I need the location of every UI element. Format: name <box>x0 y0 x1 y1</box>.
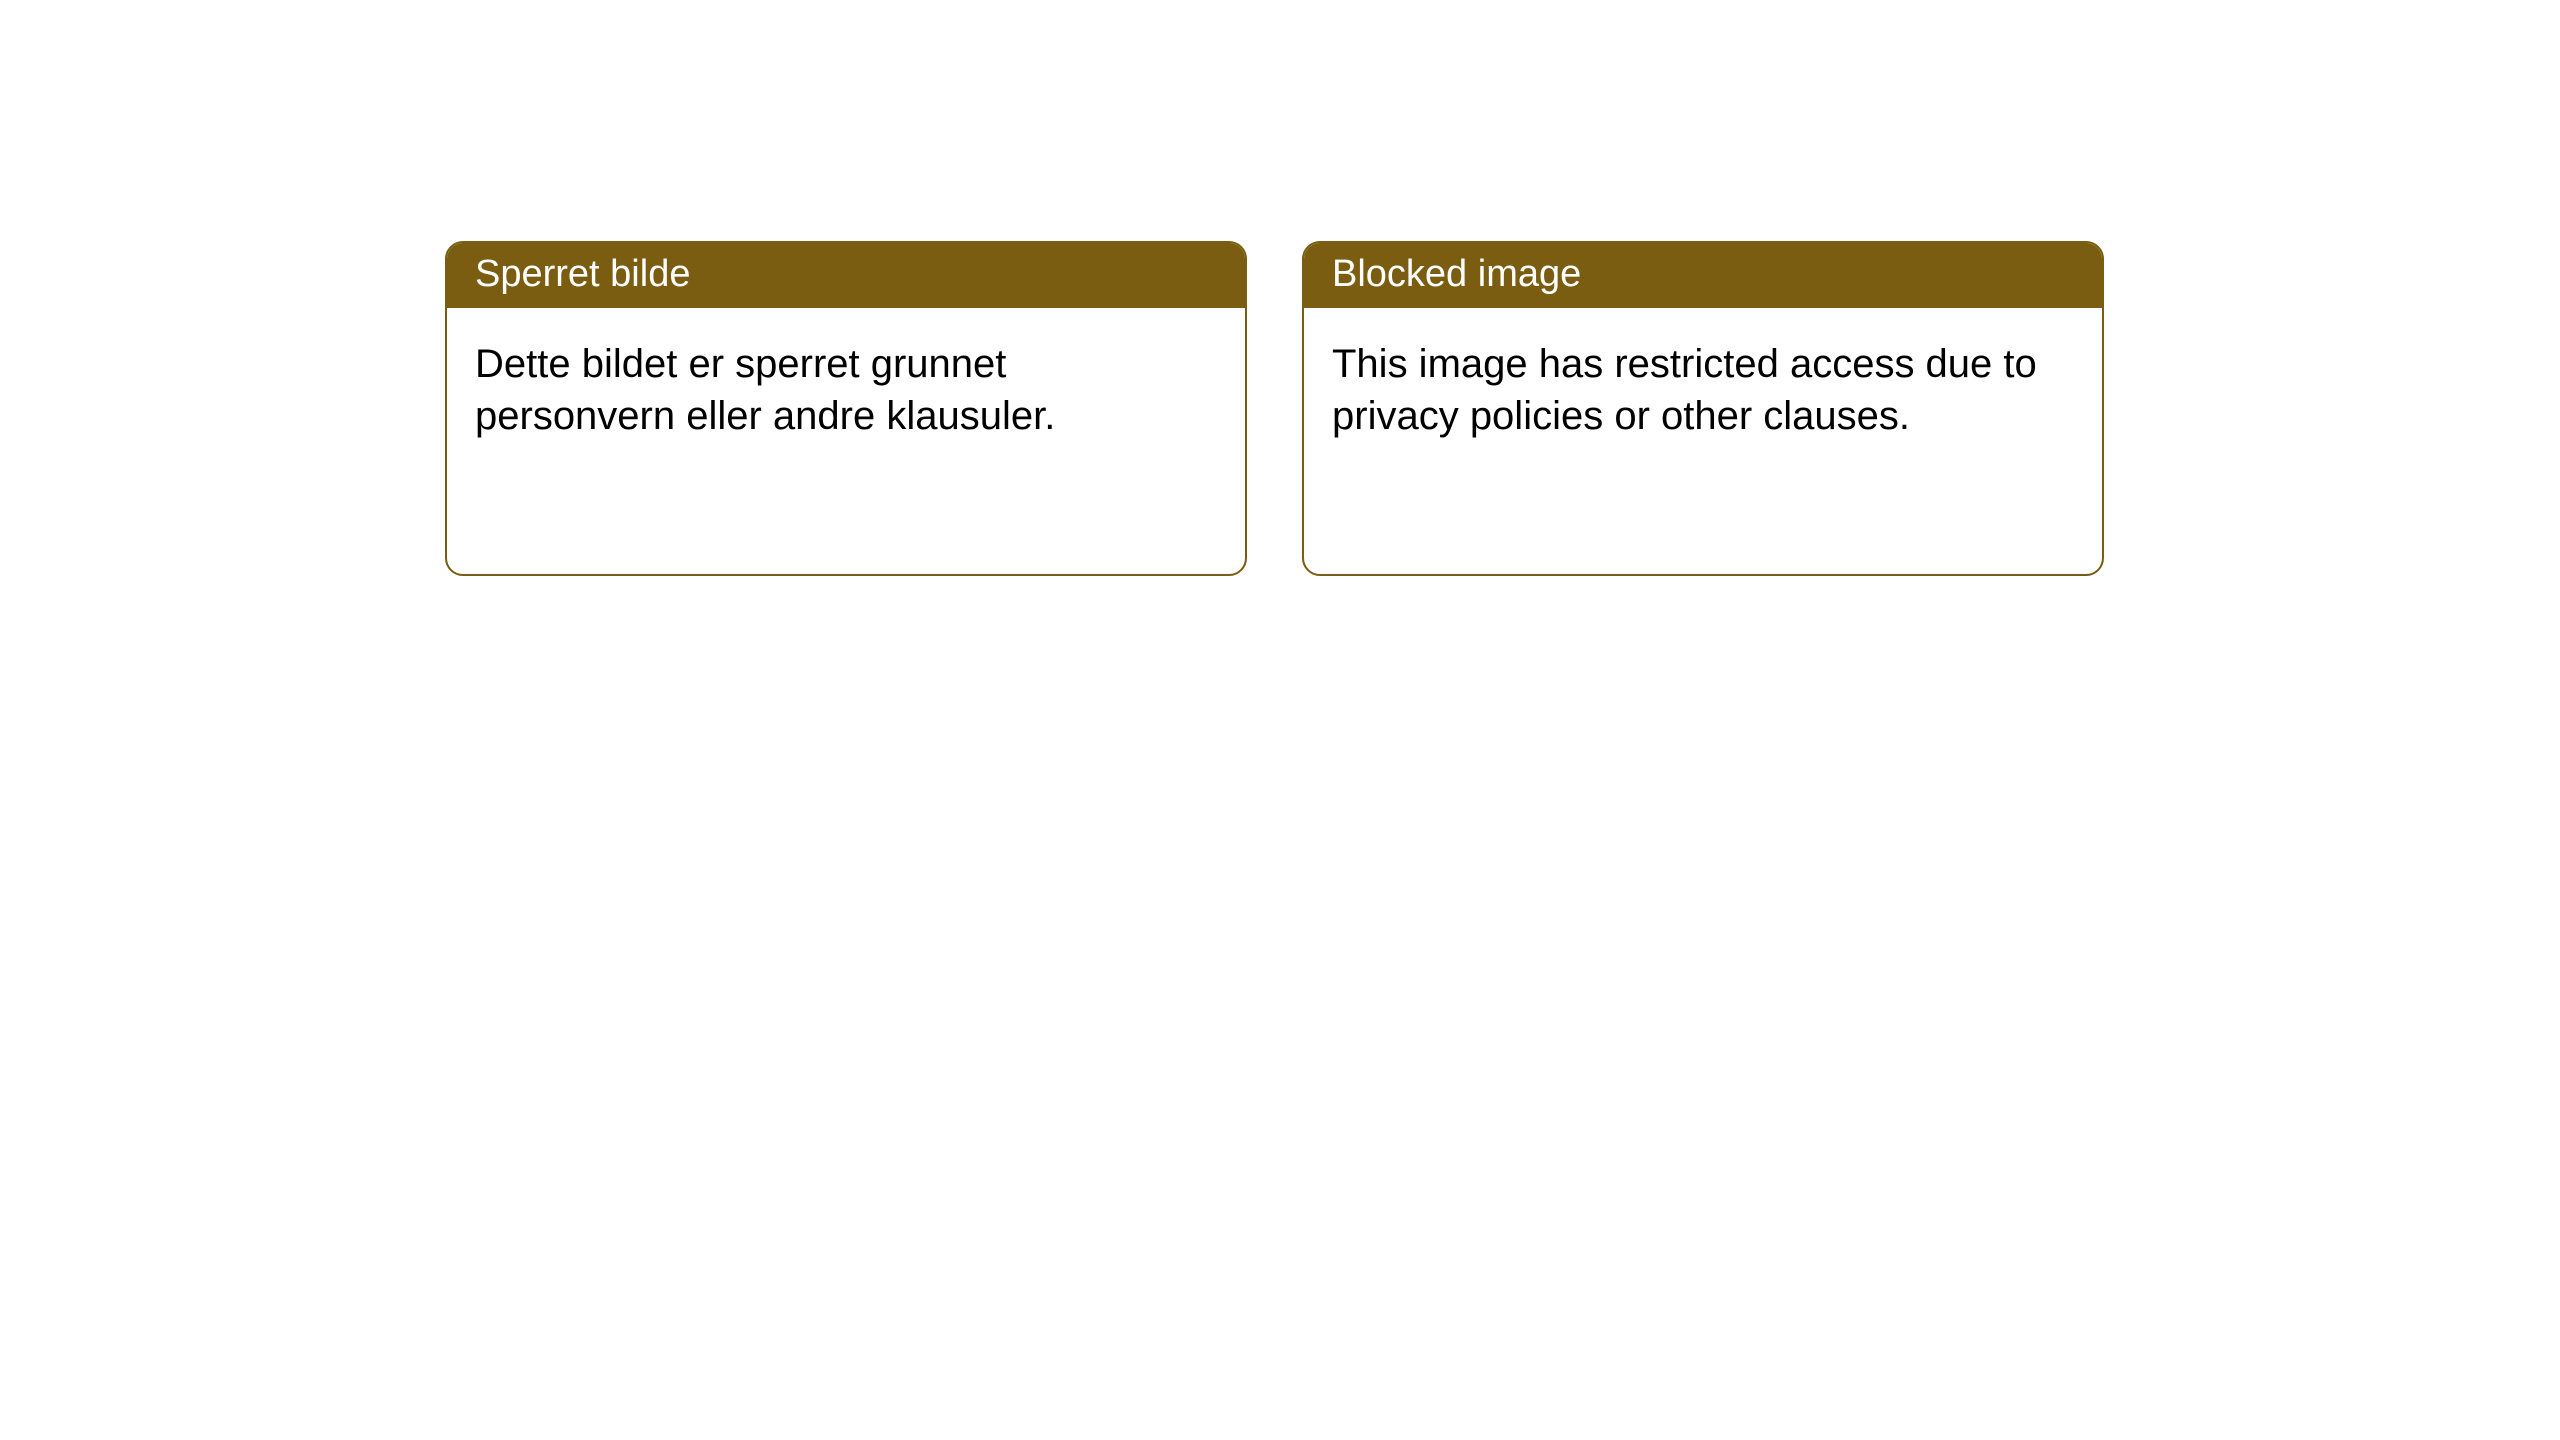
card-title: Sperret bilde <box>475 253 690 295</box>
card-body-text: This image has restricted access due to … <box>1332 342 2037 438</box>
card-header: Sperret bilde <box>447 243 1245 308</box>
card-title: Blocked image <box>1332 253 1581 295</box>
card-body: This image has restricted access due to … <box>1304 308 2102 472</box>
card-body-text: Dette bildet er sperret grunnet personve… <box>475 342 1055 438</box>
blocked-image-card-norwegian: Sperret bilde Dette bildet er sperret gr… <box>445 241 1247 576</box>
card-body: Dette bildet er sperret grunnet personve… <box>447 308 1245 472</box>
blocked-image-card-english: Blocked image This image has restricted … <box>1302 241 2104 576</box>
card-header: Blocked image <box>1304 243 2102 308</box>
notice-container: Sperret bilde Dette bildet er sperret gr… <box>0 0 2560 576</box>
